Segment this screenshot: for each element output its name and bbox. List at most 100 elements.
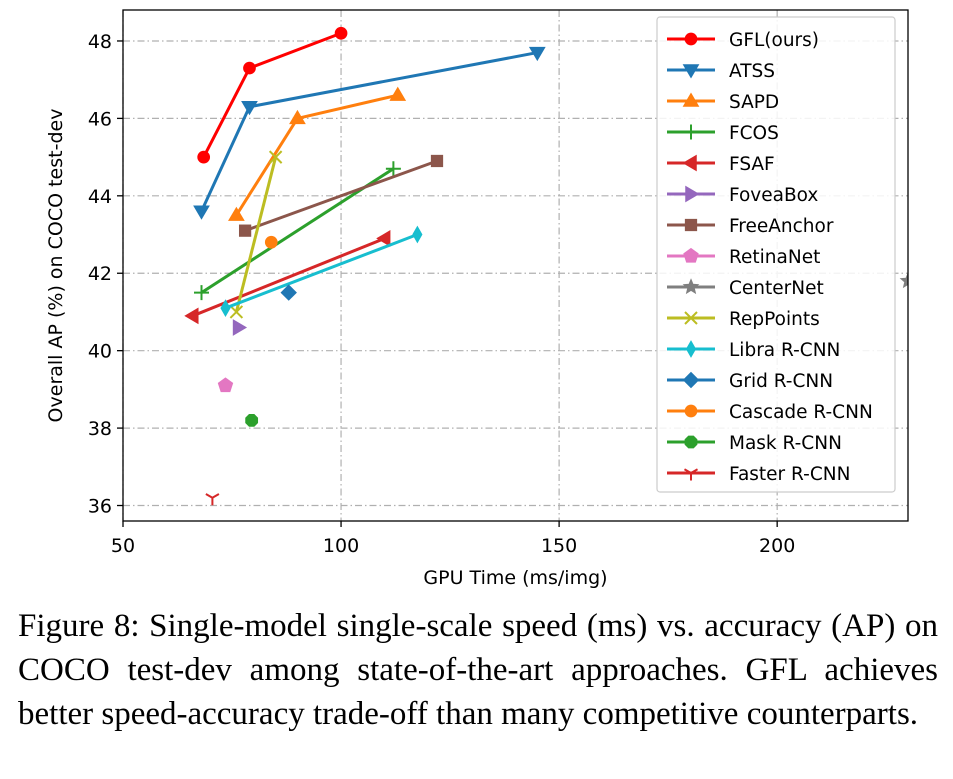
legend-item: FreeAnchor (667, 216, 834, 237)
data-point (289, 109, 306, 125)
legend-marker (682, 278, 700, 295)
legend-marker (685, 185, 700, 203)
legend-item: RetinaNet (667, 247, 820, 268)
figure-caption: Figure 8: Single-model single-scale spee… (18, 608, 938, 732)
data-point (193, 205, 210, 220)
data-point (205, 493, 220, 506)
legend-marker (684, 32, 698, 46)
legend-marker (684, 311, 698, 325)
series-line (192, 237, 386, 318)
legend-item: GFL(ours) (667, 30, 819, 51)
legend-item: FSAF (667, 154, 775, 175)
legend-item: Mask R-CNN (667, 433, 842, 454)
legend-label: Cascade R-CNN (729, 402, 873, 423)
series-line (244, 159, 438, 233)
legend-item: RepPoints (667, 309, 820, 330)
data-point (268, 150, 283, 164)
y-tick-label: 46 (88, 108, 112, 130)
series-mask-r-cnn (245, 413, 259, 427)
legend-marker (682, 154, 697, 172)
legend-label: FSAF (729, 154, 775, 175)
legend-label: SAPD (729, 92, 779, 113)
legend-label: Faster R-CNN (729, 464, 850, 485)
y-tick-label: 40 (88, 341, 112, 363)
legend-item: Libra R-CNN (667, 340, 840, 361)
data-point (228, 206, 245, 221)
plot-area (184, 26, 908, 506)
data-point (389, 86, 407, 101)
data-point (899, 272, 908, 289)
x-tick-label: 50 (111, 535, 135, 557)
legend-item: FoveaBox (667, 185, 818, 206)
data-point (229, 305, 244, 319)
series-libra-r-cnn (220, 225, 423, 317)
legend-marker (684, 404, 698, 418)
legend-item: Faster R-CNN (667, 464, 850, 485)
series-grid-r-cnn (280, 284, 297, 301)
data-point (232, 319, 248, 336)
x-axis-label: GPU Time (ms/img) (423, 567, 607, 589)
legend-item: Grid R-CNN (667, 371, 833, 392)
legend-label: Mask R-CNN (729, 433, 842, 454)
y-tick-label: 44 (88, 186, 112, 208)
data-point (220, 299, 231, 317)
x-tick-label: 150 (541, 535, 577, 557)
legend-label: ATSS (729, 61, 775, 82)
series-centernet (899, 272, 908, 289)
legend-marker (683, 468, 699, 481)
legend-marker (682, 92, 700, 107)
legend-marker (684, 218, 698, 232)
legend-label: GFL(ours) (729, 30, 819, 51)
legend-label: FoveaBox (729, 185, 818, 206)
data-point (264, 235, 278, 249)
legend-marker (683, 124, 699, 140)
data-point (385, 161, 401, 177)
data-point (376, 230, 391, 247)
data-point (243, 61, 256, 75)
data-point (334, 26, 348, 40)
y-tick-label: 38 (88, 418, 112, 440)
data-point (412, 225, 423, 244)
series-line (224, 233, 418, 310)
legend-label: FreeAnchor (729, 216, 834, 237)
legend-item: Cascade R-CNN (667, 402, 873, 423)
y-tick-label: 42 (88, 263, 112, 285)
series-retinanet (217, 377, 234, 393)
plot-frame (122, 9, 909, 522)
series-foveabox (232, 319, 248, 336)
legend-label: FCOS (729, 123, 779, 144)
data-point (194, 285, 209, 301)
data-point (184, 307, 199, 325)
data-point (280, 284, 297, 301)
legend-label: Grid R-CNN (729, 371, 833, 392)
series-line (235, 93, 399, 216)
series-cascade-r-cnn (264, 235, 278, 249)
legend-item: CenterNet (667, 278, 824, 299)
data-point (528, 46, 546, 62)
legend-marker (683, 247, 699, 263)
x-tick-label: 200 (759, 535, 795, 557)
legend-marker (682, 371, 700, 389)
data-point (217, 377, 234, 393)
legend-marker (684, 435, 698, 449)
legend-item: FCOS (667, 123, 779, 144)
y-tick-label: 48 (88, 31, 112, 53)
series-reppoints (229, 150, 283, 319)
data-point (430, 154, 444, 168)
speed-accuracy-chart: 50 100 150 200 36 38 40 42 44 46 48 GPU Time (ms/im… (45, 9, 909, 589)
data-point (238, 224, 252, 237)
series-faster-r-cnn (205, 493, 220, 506)
legend-marker (685, 340, 697, 358)
legend-item: SAPD (667, 92, 779, 113)
data-point (197, 150, 211, 164)
x-tick-label: 100 (323, 535, 359, 557)
data-point (241, 101, 258, 116)
series-gfl-ours (197, 26, 348, 164)
legend-label: RetinaNet (729, 247, 820, 268)
series-line (202, 31, 342, 158)
legend-label: Libra R-CNN (729, 340, 840, 361)
data-point (245, 413, 259, 427)
legend-label: CenterNet (729, 278, 824, 299)
series-atss (193, 46, 546, 220)
legend-box (656, 16, 896, 493)
